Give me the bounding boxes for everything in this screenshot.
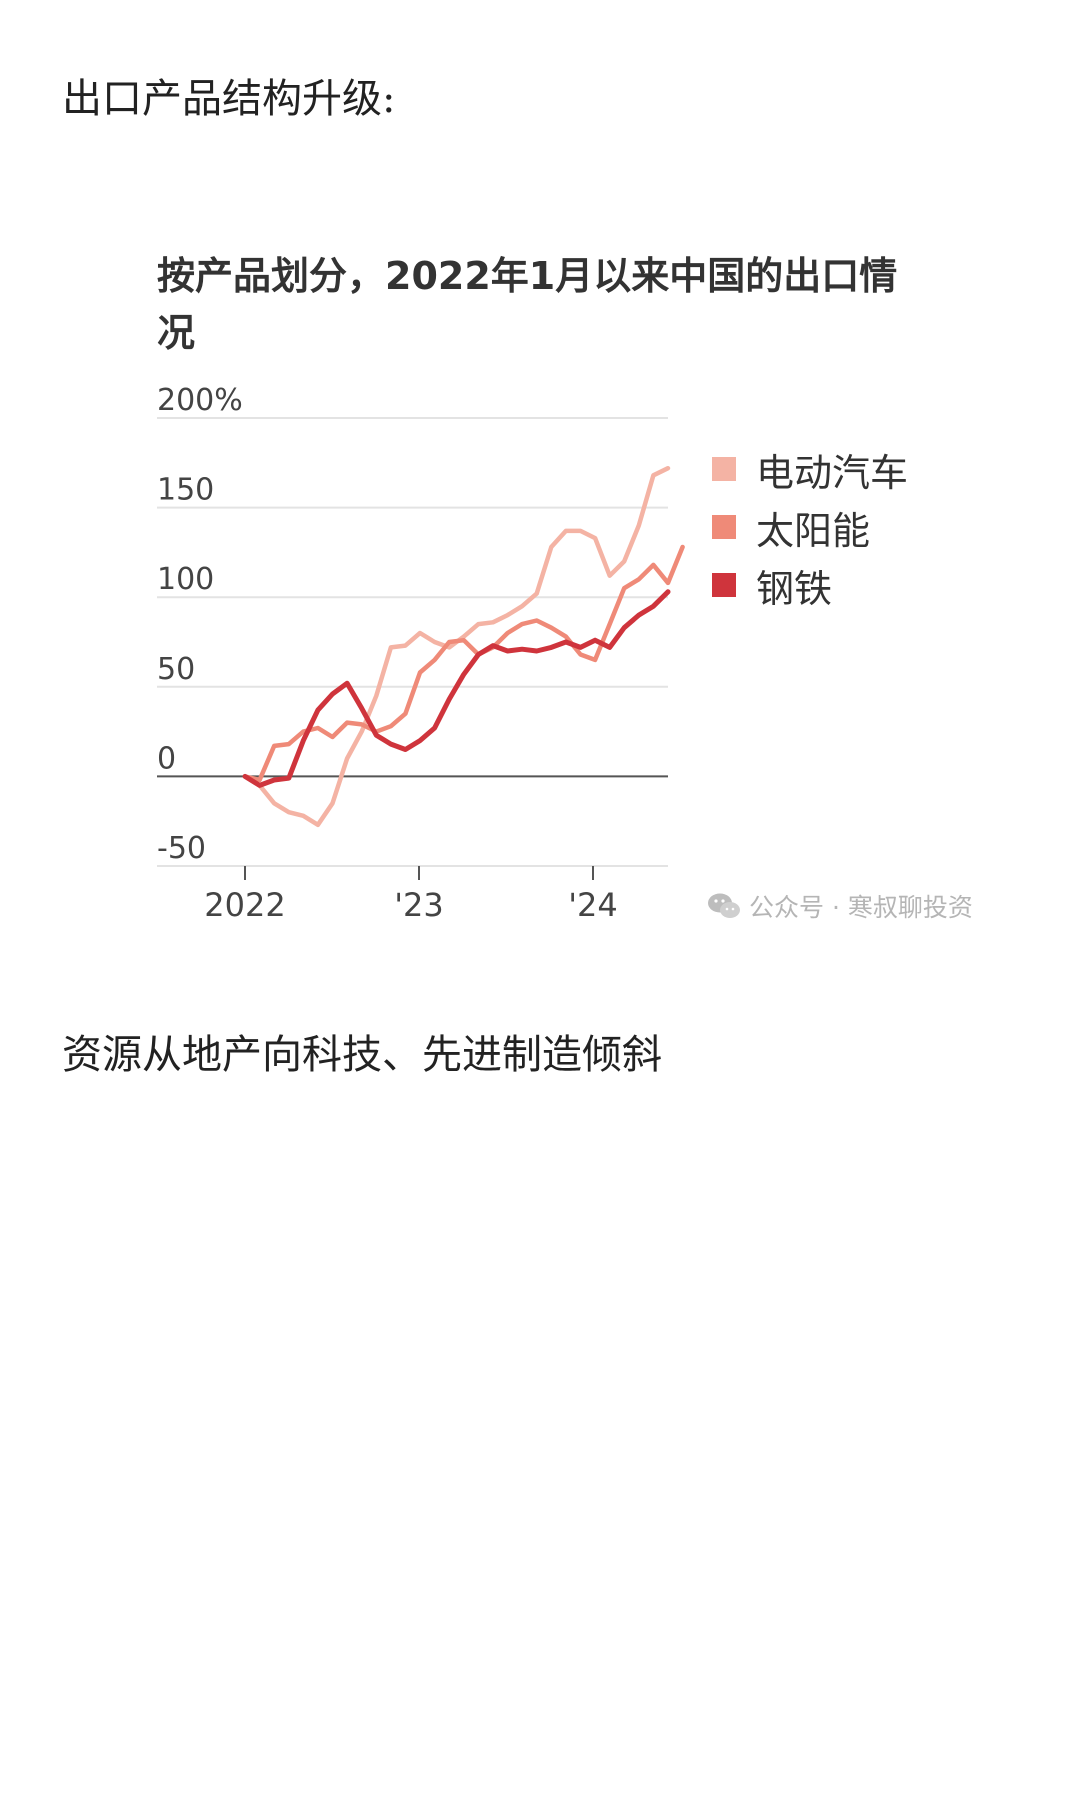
chart-title: 按产品划分，2022年1月以来中国的出口情况 xyxy=(157,254,898,355)
chart-gridlines xyxy=(157,417,668,867)
legend-item-steel: 钢铁 xyxy=(712,556,908,614)
y-tick-label: 100 xyxy=(157,562,214,597)
y-tick-label: 150 xyxy=(157,473,214,508)
series-line-solar xyxy=(242,544,685,783)
legend-label-steel: 钢铁 xyxy=(756,566,833,611)
watermark: 公众号 · 寒叔聊投资 xyxy=(707,888,973,924)
x-tick-label: '24 xyxy=(568,886,618,924)
legend-swatch-solar xyxy=(712,515,736,539)
series-line-steel xyxy=(242,589,671,788)
chart-axes xyxy=(157,775,668,880)
paragraph-export-structure: 出口产品结构升级: xyxy=(62,76,396,122)
watermark-text: 公众号 · 寒叔聊投资 xyxy=(749,893,973,922)
legend-label-solar: 太阳能 xyxy=(756,508,871,553)
wechat-icon xyxy=(708,893,740,918)
y-tick-label: 0 xyxy=(157,741,176,776)
legend-label-ev: 电动汽车 xyxy=(756,450,909,495)
y-tick-label: 200% xyxy=(157,383,243,418)
chart-series xyxy=(242,465,685,828)
line-chart: 200% 150 100 50 0 -50 2022 '23 '24 xyxy=(157,383,685,924)
legend-item-ev: 电动汽车 xyxy=(712,440,908,498)
legend-swatch-steel xyxy=(712,573,736,597)
chart-legend: 电动汽车 太阳能 钢铁 xyxy=(712,440,908,614)
chart-tick-labels: 200% 150 100 50 0 -50 2022 '23 '24 xyxy=(157,383,618,924)
legend-item-solar: 太阳能 xyxy=(712,498,908,556)
y-tick-label: 50 xyxy=(157,652,195,687)
x-tick-label: 2022 xyxy=(204,886,285,924)
paragraph-resource-shift: 资源从地产向科技、先进制造倾斜 xyxy=(62,1032,662,1078)
legend-swatch-ev xyxy=(712,457,736,481)
y-tick-label: -50 xyxy=(157,831,206,866)
x-tick-label: '23 xyxy=(394,886,444,924)
